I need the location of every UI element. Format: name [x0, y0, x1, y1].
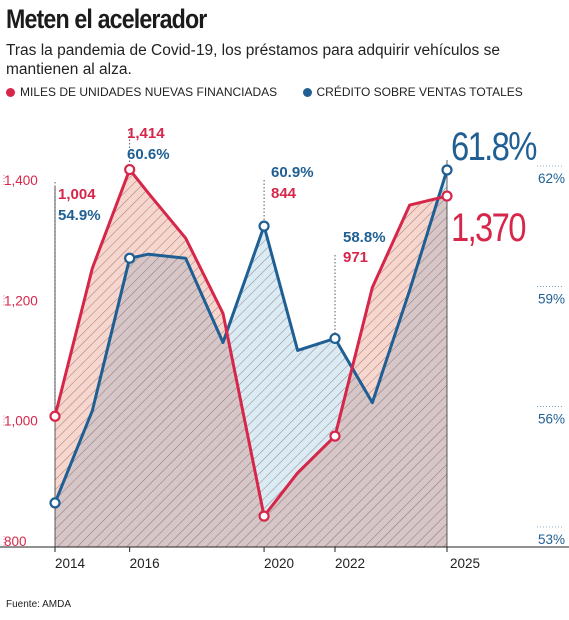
marker-financed [329, 430, 341, 442]
data-label: 844 [271, 185, 297, 202]
marker-financed [49, 410, 61, 422]
left-axis-tick: 1,400 [4, 173, 38, 188]
legend-dot-credit-share [302, 87, 312, 97]
grid-layer [0, 129, 569, 552]
legend-label-financed: MILES DE UNIDADES NUEVAS FINANCIADAS [20, 85, 278, 99]
legend-item-credit-share: CRÉDITO SOBRE VENTAS TOTALES [302, 85, 523, 99]
x-tick-label: 2014 [55, 556, 86, 571]
x-tick-label: 2025 [450, 556, 480, 571]
x-tick-label: 2022 [335, 556, 365, 571]
marker-credit-share [258, 220, 270, 232]
x-tick-label: 2016 [130, 556, 160, 571]
legend-dot-financed [6, 87, 15, 97]
chart-subtitle: Tras la pandemia de Covid-19, los présta… [6, 42, 500, 78]
data-label: 1,414 [127, 125, 165, 142]
series-line-financed [53, 168, 449, 518]
line-layer [49, 163, 453, 522]
between-hatch-segment [185, 238, 223, 343]
between-hatch-segment [372, 205, 410, 403]
between-hatch-segment [148, 193, 186, 259]
marker-financed [441, 190, 453, 202]
legend-item-financed: MILES DE UNIDADES NUEVAS FINANCIADAS [6, 85, 277, 99]
right-axis-tick: 56% [538, 412, 565, 427]
marker-financed [124, 163, 136, 176]
left-axis-tick: 1,000 [4, 414, 38, 429]
between-hatch-segment [226, 226, 265, 517]
right-axis-tick: 62% [538, 171, 565, 186]
end-value-label: 61.8% [451, 124, 537, 169]
left-axis-tick: 800 [4, 534, 27, 549]
data-label: 58.8% [343, 229, 386, 246]
right-axis-tick: 59% [538, 291, 565, 306]
lower-area-hatch [55, 196, 447, 548]
label-layer: 2014 2016 2020 2022 2025 800 1,000 1,200 1,400 53… [4, 124, 565, 571]
right-axis-tick: 53% [538, 532, 565, 547]
marker-credit-share [441, 164, 453, 176]
x-tick-label: 2020 [264, 556, 294, 571]
left-axis-tick: 1,200 [4, 293, 38, 308]
legend: MILES DE UNIDADES NUEVAS FINANCIADAS CRÉ… [6, 85, 566, 100]
marker-credit-share [124, 252, 136, 264]
source-note: Fuente: AMDA [6, 599, 72, 610]
fill-layer [55, 169, 447, 548]
between-hatch-segment [129, 169, 149, 259]
series-line-credit-share [53, 168, 449, 505]
data-label: 54.9% [58, 207, 101, 224]
data-label: 60.9% [271, 164, 314, 181]
end-value-label: 1,370 [451, 205, 525, 250]
data-label: 971 [343, 249, 368, 266]
between-hatch-segment [297, 338, 335, 473]
data-label: 60.6% [127, 146, 170, 163]
marker-credit-share [329, 332, 341, 345]
between-hatch-segment [92, 169, 130, 411]
marker-credit-share [49, 497, 61, 509]
between-hatch-segment [55, 268, 93, 503]
between-hatch-segment [264, 226, 298, 517]
marker-financed [258, 510, 270, 522]
data-label: 1,004 [58, 186, 96, 203]
chart-title: Meten el acelerador [6, 4, 207, 34]
legend-label-credit-share: CRÉDITO SOBRE VENTAS TOTALES [316, 85, 523, 99]
